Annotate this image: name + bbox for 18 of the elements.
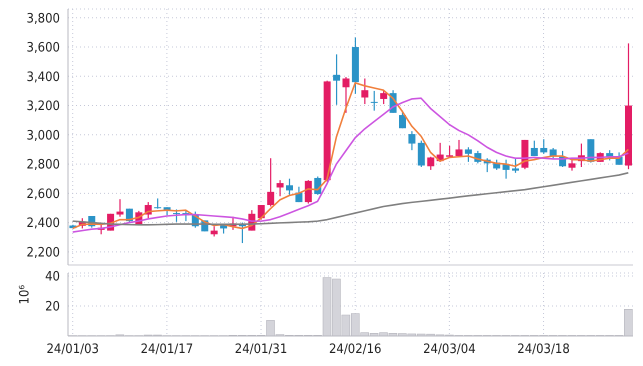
y-tick-label: 3,200 [26, 99, 60, 114]
y-tick-label: 2,200 [26, 245, 60, 260]
y-tick-label: 3,400 [26, 70, 60, 85]
y-tick-label: 3,600 [26, 40, 60, 56]
x-tick-label: 24/02/16 [328, 342, 382, 358]
x-tick-label: 24/03/18 [517, 342, 570, 358]
y-axis-title: 10⁶ [18, 284, 33, 304]
x-tick-label: 24/01/31 [234, 342, 288, 358]
y-tick-label: 3,000 [26, 128, 60, 144]
y-tick-label: 2,800 [26, 158, 60, 173]
y-tick-label: 3,800 [26, 11, 60, 26]
x-tick-label: 24/03/04 [423, 342, 476, 358]
y-tick-label: 40 [45, 270, 60, 285]
x-tick-label: 24/01/17 [140, 342, 194, 358]
y-tick-label: 2,600 [26, 186, 60, 202]
y-tick-label: 20 [45, 300, 60, 315]
y-tick-label: 2,400 [26, 216, 60, 232]
x-tick-label: 24/01/03 [46, 342, 99, 358]
